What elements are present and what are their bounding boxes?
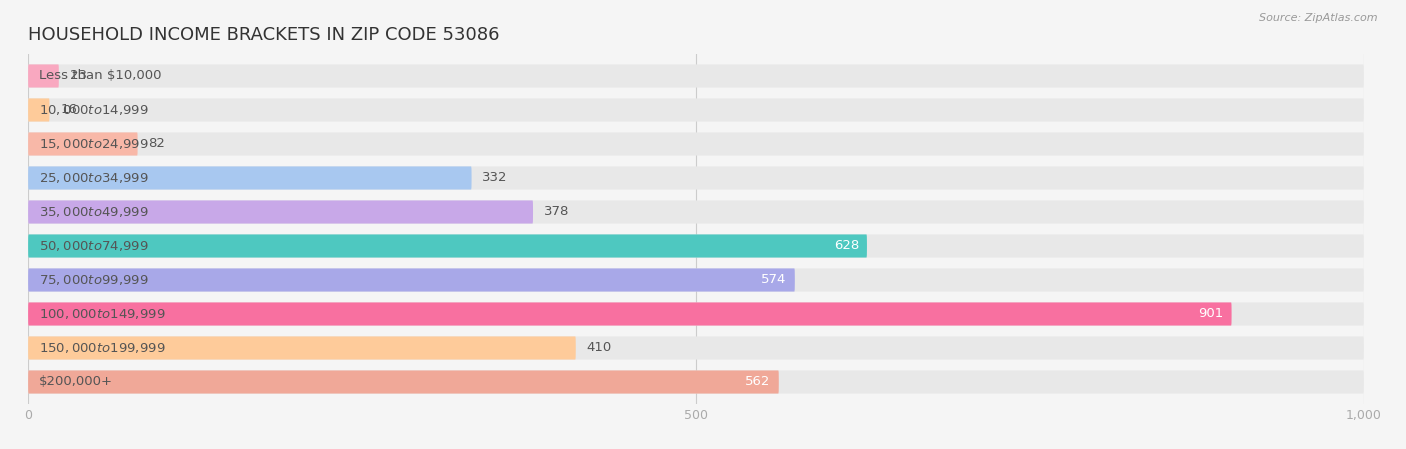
Text: 628: 628: [834, 239, 859, 252]
FancyBboxPatch shape: [28, 167, 471, 189]
FancyBboxPatch shape: [28, 132, 1364, 155]
Text: 23: 23: [69, 70, 87, 83]
Text: Less than $10,000: Less than $10,000: [39, 70, 162, 83]
Text: $35,000 to $49,999: $35,000 to $49,999: [39, 205, 149, 219]
FancyBboxPatch shape: [28, 370, 779, 394]
FancyBboxPatch shape: [28, 200, 533, 224]
Text: $25,000 to $34,999: $25,000 to $34,999: [39, 171, 149, 185]
FancyBboxPatch shape: [28, 336, 1364, 360]
Text: $15,000 to $24,999: $15,000 to $24,999: [39, 137, 149, 151]
FancyBboxPatch shape: [28, 98, 1364, 122]
FancyBboxPatch shape: [28, 167, 1364, 189]
Text: 574: 574: [762, 273, 787, 286]
Text: $100,000 to $149,999: $100,000 to $149,999: [39, 307, 166, 321]
FancyBboxPatch shape: [28, 269, 794, 291]
FancyBboxPatch shape: [28, 98, 49, 122]
Text: $50,000 to $74,999: $50,000 to $74,999: [39, 239, 149, 253]
Text: 378: 378: [544, 206, 569, 219]
FancyBboxPatch shape: [28, 303, 1232, 326]
Text: 332: 332: [482, 172, 508, 185]
Text: 410: 410: [586, 342, 612, 355]
FancyBboxPatch shape: [28, 370, 1364, 394]
Text: $200,000+: $200,000+: [39, 375, 112, 388]
Text: Source: ZipAtlas.com: Source: ZipAtlas.com: [1260, 13, 1378, 23]
FancyBboxPatch shape: [28, 234, 1364, 258]
Text: 562: 562: [745, 375, 770, 388]
FancyBboxPatch shape: [28, 64, 1364, 88]
FancyBboxPatch shape: [28, 200, 1364, 224]
FancyBboxPatch shape: [28, 336, 576, 360]
FancyBboxPatch shape: [28, 132, 138, 155]
FancyBboxPatch shape: [28, 64, 59, 88]
Text: $75,000 to $99,999: $75,000 to $99,999: [39, 273, 149, 287]
Text: 82: 82: [149, 137, 166, 150]
Text: 901: 901: [1198, 308, 1223, 321]
Text: 16: 16: [60, 103, 77, 116]
Text: $10,000 to $14,999: $10,000 to $14,999: [39, 103, 149, 117]
FancyBboxPatch shape: [28, 269, 1364, 291]
Text: $150,000 to $199,999: $150,000 to $199,999: [39, 341, 166, 355]
FancyBboxPatch shape: [28, 234, 868, 258]
Text: HOUSEHOLD INCOME BRACKETS IN ZIP CODE 53086: HOUSEHOLD INCOME BRACKETS IN ZIP CODE 53…: [28, 26, 499, 44]
FancyBboxPatch shape: [28, 303, 1364, 326]
